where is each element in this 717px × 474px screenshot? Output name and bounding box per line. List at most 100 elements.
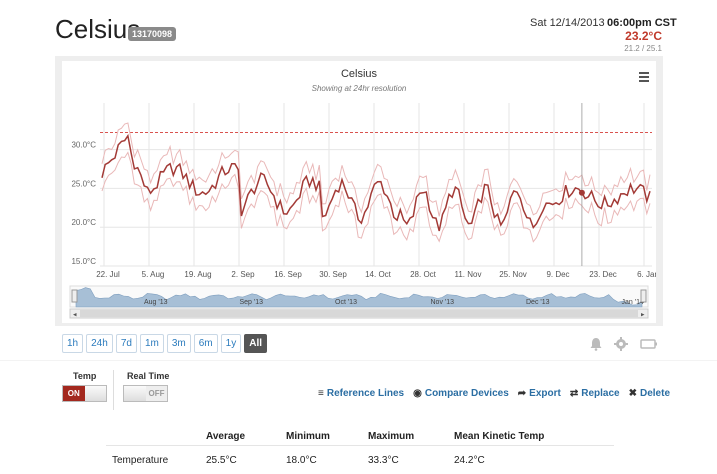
y-axis-labels: 15.0°C 20.0°C 25.0°C 30.0°C: [71, 141, 96, 266]
stats-header-mkt: Mean Kinetic Temp: [454, 431, 545, 442]
compare-devices-label: Compare Devices: [424, 388, 509, 399]
range-band-layer: [101, 122, 651, 243]
scroll-right-icon: ▸: [641, 312, 645, 319]
page-title: Celsius: [55, 14, 141, 44]
navigator-label: Oct '13: [335, 299, 357, 306]
x-tick-label: 16. Sep: [274, 270, 302, 279]
y-tick-label: 15.0°C: [71, 257, 96, 266]
header-time: 06:00pm CST: [607, 17, 677, 29]
stats-mkt: 24.2°C: [454, 454, 485, 466]
export-icon: ➦: [517, 388, 527, 399]
reference-lines-label: Reference Lines: [326, 388, 405, 399]
gear-icon[interactable]: [614, 337, 628, 354]
grid-layer: [100, 103, 652, 267]
range-button-24h[interactable]: 24h: [86, 334, 113, 353]
bell-icon[interactable]: [589, 337, 603, 354]
temperature-series-line: [101, 133, 651, 232]
navigator-area: [75, 287, 643, 308]
navigator-label: Jan '14: [622, 299, 644, 306]
stats-header-average: Average: [206, 431, 246, 442]
replace-action[interactable]: ⇄ Replace: [570, 388, 620, 399]
stats-maximum: 33.3°C: [368, 454, 399, 466]
y-tick-label: 30.0°C: [71, 141, 96, 150]
stats-header-maximum: Maximum: [368, 431, 415, 442]
action-bar: ≡ Reference Lines ◉ Compare Devices ➦ Ex…: [318, 388, 670, 399]
y-tick-label: 20.0°C: [71, 218, 96, 227]
temperature-chart[interactable]: Celsius Showing at 24hr resolution 15.0°…: [62, 61, 656, 323]
navigator-left-handle[interactable]: [71, 289, 78, 303]
temperature-range: 21.2 / 25.1: [624, 44, 662, 53]
x-tick-label: 30. Sep: [319, 270, 347, 279]
stats-row-label: Temperature: [112, 454, 169, 466]
temp-toggle-label: Temp: [73, 371, 97, 381]
toggle-knob: [84, 386, 106, 401]
navigator-label: Aug '13: [144, 299, 168, 306]
hover-point: [578, 189, 585, 196]
y-tick-label: 25.0°C: [71, 179, 96, 188]
chart-subtitle: Showing at 24hr resolution: [312, 84, 407, 93]
reference-lines-icon: ≡: [318, 388, 324, 399]
close-icon: ✖: [628, 388, 637, 399]
x-tick-label: 6. Jan: [637, 270, 656, 279]
export-action[interactable]: ➦ Export: [518, 388, 561, 399]
delete-action[interactable]: ✖ Delete: [629, 388, 670, 399]
stats-table: Average Minimum Maximum Mean Kinetic Tem…: [106, 428, 614, 474]
realtime-toggle-state: OFF: [148, 389, 165, 398]
range-selector: 1h 24h 7d 1m 3m 6m 1y All: [62, 334, 267, 353]
compare-devices-action[interactable]: ◉ Compare Devices: [413, 388, 509, 399]
battery-icon: [640, 337, 658, 354]
x-tick-label: 2. Sep: [231, 270, 255, 279]
chart-title: Celsius: [341, 68, 378, 80]
stats-average: 25.5°C: [206, 454, 237, 466]
export-label: Export: [529, 388, 561, 399]
min-band-line: [101, 151, 651, 243]
navigator-label: Dec '13: [526, 299, 550, 306]
scrollbar-thumb[interactable]: [80, 310, 638, 317]
stats-header-row: Average Minimum Maximum Mean Kinetic Tem…: [106, 428, 614, 446]
scroll-left-icon: ◂: [73, 312, 77, 319]
table-row: Temperature 25.5°C 18.0°C 33.3°C 24.2°C: [106, 446, 614, 474]
x-tick-label: 19. Aug: [184, 270, 211, 279]
shuffle-icon: ⇄: [569, 388, 579, 399]
stats-header-minimum: Minimum: [286, 431, 330, 442]
x-tick-label: 9. Dec: [546, 270, 569, 279]
x-tick-label: 11. Nov: [455, 270, 482, 279]
delete-label: Delete: [639, 388, 670, 399]
x-tick-label: 5. Aug: [142, 270, 165, 279]
stats-minimum: 18.0°C: [286, 454, 317, 466]
navigator: Aug '13 Sep '13 Oct '13 Nov '13 Dec '13 Jan '…: [69, 285, 649, 319]
divider: [0, 360, 717, 361]
range-button-1y[interactable]: 1y: [220, 334, 242, 353]
series-layer: [101, 103, 651, 266]
temp-toggle[interactable]: ON: [62, 385, 107, 402]
x-axis-labels: 22. Jul 5. Aug 19. Aug 2. Sep 16. Sep 30. Sep…: [96, 270, 656, 279]
toggle-knob: [124, 386, 146, 401]
range-button-1m[interactable]: 1m: [139, 334, 164, 353]
navigator-label: Nov '13: [431, 299, 455, 306]
range-button-3m[interactable]: 3m: [166, 334, 191, 353]
header-date: Sat 12/14/2013: [530, 17, 605, 29]
current-temperature: 23.2°C: [625, 29, 662, 43]
chart-menu-icon[interactable]: [639, 72, 649, 82]
x-tick-label: 25. Nov: [499, 270, 527, 279]
toggle-divider: [113, 370, 114, 410]
range-button-6m[interactable]: 6m: [193, 334, 218, 353]
navigator-label: Sep '13: [240, 299, 264, 306]
max-band-line: [101, 122, 651, 217]
chart-area: Celsius Showing at 24hr resolution 15.0°…: [62, 61, 656, 323]
reference-lines-action[interactable]: ≡ Reference Lines: [318, 388, 404, 399]
temp-toggle-state: ON: [63, 386, 85, 401]
x-tick-label: 23. Dec: [589, 270, 617, 279]
navigator-right-handle[interactable]: [640, 289, 647, 303]
chart-panel: Celsius Showing at 24hr resolution 15.0°…: [55, 56, 663, 326]
realtime-toggle-label: Real Time: [127, 371, 170, 381]
range-button-all[interactable]: All: [244, 334, 267, 353]
serial-badge: 13170098: [128, 27, 177, 41]
eye-icon: ◉: [413, 388, 422, 399]
replace-label: Replace: [581, 388, 620, 399]
x-tick-label: 14. Oct: [365, 270, 392, 279]
range-button-7d[interactable]: 7d: [115, 334, 137, 353]
x-tick-label: 28. Oct: [410, 270, 437, 279]
range-button-1h[interactable]: 1h: [62, 334, 84, 353]
realtime-toggle[interactable]: OFF: [123, 385, 168, 402]
